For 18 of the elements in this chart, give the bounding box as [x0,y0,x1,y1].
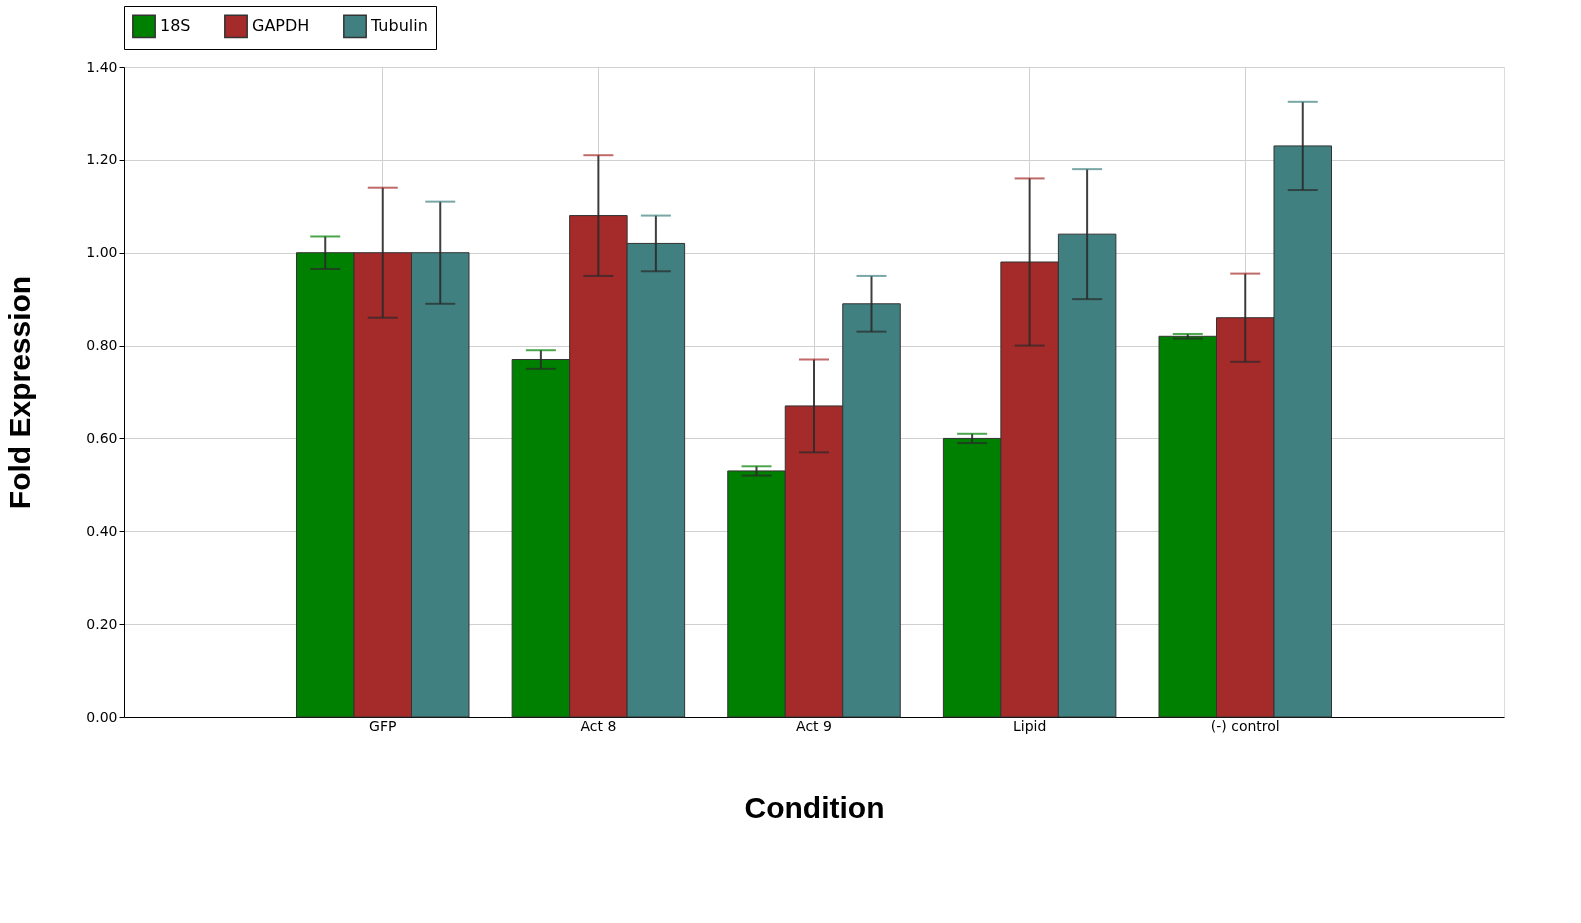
y-tick-label: 0.80 [86,337,118,354]
y-tick-label: 0.60 [86,429,118,446]
x-tick-label: (-) control [1210,717,1280,734]
y-tick-label: 0.40 [86,522,118,539]
x-tick-label: GFP [369,717,397,734]
y-tick-label: 1.00 [86,244,118,261]
x-tick-label: Lipid [1012,717,1047,734]
y-axis-title: Fold Expression [3,275,37,510]
x-tick-label: Act 8 [580,717,617,734]
y-tick-label: 1.20 [86,151,118,168]
legend-label: 18S [160,16,191,36]
x-axis-title: Condition [744,790,885,824]
legend-label: GAPDH [252,16,310,36]
legend-label: Tubulin [370,16,428,36]
y-tick-label: 1.40 [86,58,118,75]
y-tick-label: 0.00 [86,708,118,725]
x-tick-label: Act 9 [796,717,832,734]
y-tick-label: 0.20 [86,615,118,632]
